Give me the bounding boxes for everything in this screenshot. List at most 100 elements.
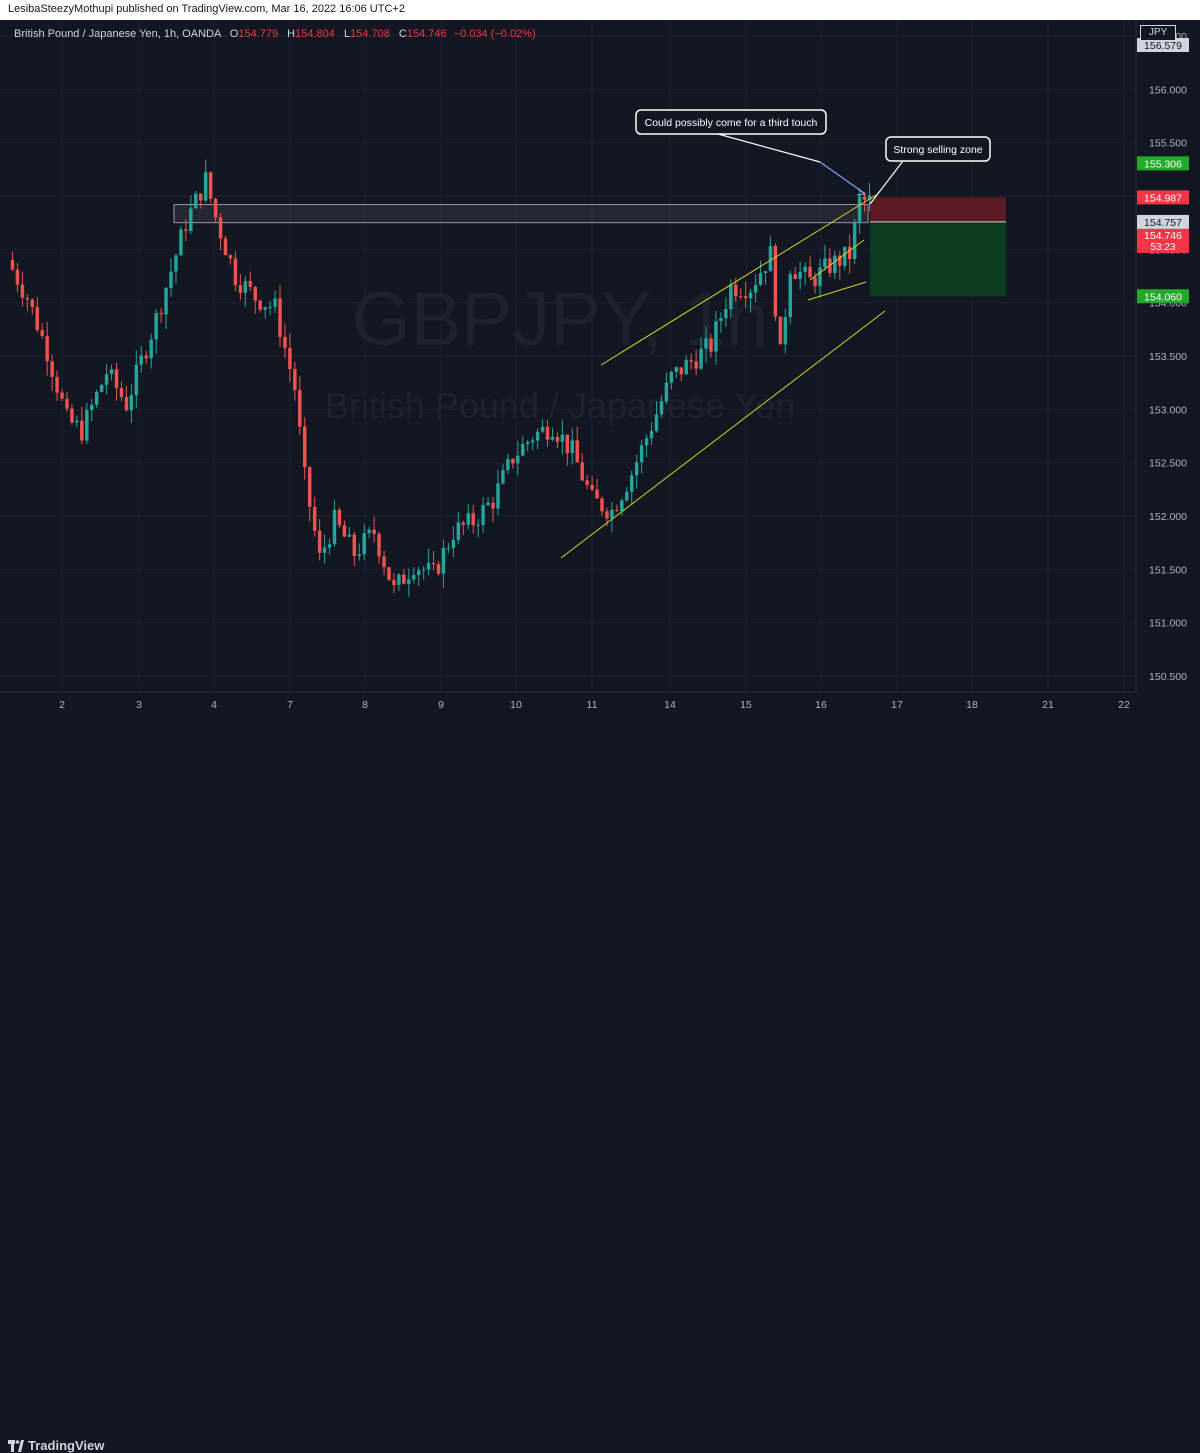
legend-open-value: 154.779 (238, 28, 279, 40)
candle-body (813, 277, 817, 287)
candle-body (753, 284, 758, 293)
watermark-ticker: GBPJPY, 1h (352, 277, 769, 362)
candle-body (312, 506, 317, 531)
candle-body (392, 579, 396, 585)
candle-body (45, 335, 49, 362)
price-chart[interactable]: GBPJPY, 1h British Pound / Japanese Yen … (0, 0, 1200, 716)
resistance-zone[interactable] (173, 204, 869, 224)
y-tick-label: 153.500 (1149, 351, 1187, 363)
trend-line-lower[interactable] (560, 310, 886, 559)
candle-body (610, 509, 614, 519)
candle-body (862, 196, 867, 200)
candle-body (639, 445, 644, 463)
candle-body (223, 238, 228, 256)
candle-body (134, 364, 139, 396)
candle-body (273, 298, 277, 307)
stop-loss-zone[interactable] (870, 197, 1006, 222)
candle-body (357, 554, 361, 556)
candle-body (615, 509, 619, 511)
publish-bar: LesibaSteezyMothupi published on Trading… (0, 0, 1200, 20)
candle-body (734, 284, 738, 297)
candle-body (55, 376, 59, 393)
symbol-legend[interactable]: British Pound / Japanese Yen, 1h, OANDA … (14, 28, 536, 40)
x-tick-label: 14 (664, 699, 676, 711)
candle-body (144, 355, 148, 359)
candle-body (654, 414, 659, 432)
candle-body (233, 258, 238, 286)
candle-body (634, 462, 639, 476)
candle-body (412, 575, 416, 580)
candle-body (332, 509, 337, 545)
candle-body (307, 467, 312, 507)
candle-body (843, 246, 847, 266)
candle-body (669, 371, 674, 383)
candle-body (724, 309, 728, 319)
candle-body (580, 462, 584, 481)
candle-body (704, 338, 708, 349)
candle-body (179, 229, 183, 256)
candle-body (40, 330, 44, 336)
candle-body (501, 470, 505, 484)
candle-body (90, 404, 94, 410)
candle-body (738, 296, 743, 298)
candle-body (347, 534, 352, 537)
take-profit-zone[interactable] (870, 221, 1006, 297)
candle-body (625, 491, 629, 501)
trend-line-upper[interactable] (600, 194, 877, 366)
candle-body (788, 274, 792, 318)
callout-selling-zone-box[interactable] (885, 136, 991, 162)
candle-body (342, 525, 347, 537)
candle-body (268, 306, 272, 308)
legend-symbol: British Pound / Japanese Yen, 1h, OANDA (14, 28, 221, 40)
callout-third-touch-box[interactable] (635, 109, 827, 135)
candle-body (169, 271, 173, 289)
x-tick-label: 8 (362, 699, 368, 711)
wedge-line-upper[interactable] (809, 239, 865, 281)
candle-body (659, 401, 664, 415)
candle-body (278, 298, 282, 337)
candle-body (525, 442, 530, 444)
tradingview-brand: TradingView (28, 1438, 105, 1453)
y-tick-label: 152.000 (1149, 511, 1187, 523)
legend-close-value: 154.746 (406, 28, 447, 40)
candle-body (803, 266, 807, 272)
x-tick-label: 3 (136, 699, 142, 711)
legend-open-label: O (229, 28, 239, 40)
candle-body (397, 574, 401, 585)
candle-body (476, 524, 480, 526)
candle-body (303, 426, 307, 468)
candle-body (595, 489, 599, 499)
currency-badge[interactable]: JPY (1140, 25, 1176, 41)
candle-body (352, 534, 357, 556)
candle-body (506, 458, 510, 471)
candle-body (605, 511, 609, 519)
x-tick-label: 7 (287, 699, 293, 711)
candle-body (149, 339, 153, 359)
candle-body (10, 260, 15, 270)
tradingview-logo[interactable]: TradingView (8, 1438, 104, 1453)
candle-body (317, 530, 322, 553)
candle-body (114, 369, 119, 389)
candle-body (521, 443, 525, 456)
candle-body (387, 567, 391, 580)
candle-body (30, 299, 35, 307)
candle-body (124, 397, 129, 411)
candle-body (35, 306, 39, 331)
x-tick-label: 15 (740, 699, 752, 711)
candle-body (377, 533, 381, 557)
candle-body (60, 392, 64, 399)
candle-body (575, 440, 579, 463)
legend-change: −0.034 (−0.02%) (453, 28, 536, 40)
candle-body (838, 255, 842, 266)
candle-body (852, 221, 857, 260)
x-tick-label: 4 (211, 699, 217, 711)
candle-body (451, 539, 456, 548)
candle-body (496, 483, 500, 509)
candle-body (847, 246, 852, 260)
candle-body (773, 246, 778, 317)
candle-body (714, 321, 718, 352)
wedge-line-lower[interactable] (807, 281, 867, 301)
price-label-last: 154.746 (1144, 230, 1182, 242)
candle-body (793, 274, 797, 279)
candle-body (70, 408, 74, 423)
